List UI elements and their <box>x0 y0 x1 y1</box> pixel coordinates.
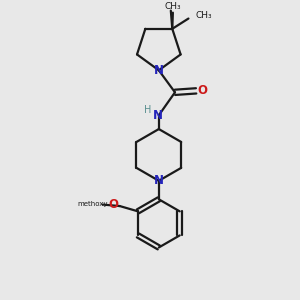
Text: CH₃: CH₃ <box>196 11 212 20</box>
Text: N: N <box>153 109 163 122</box>
Text: H: H <box>144 105 151 115</box>
Text: methoxy: methoxy <box>77 201 108 207</box>
Text: N: N <box>154 64 164 77</box>
Text: N: N <box>154 174 164 187</box>
Text: O: O <box>198 84 208 98</box>
Text: CH₃: CH₃ <box>165 2 181 11</box>
Text: O: O <box>108 198 118 211</box>
